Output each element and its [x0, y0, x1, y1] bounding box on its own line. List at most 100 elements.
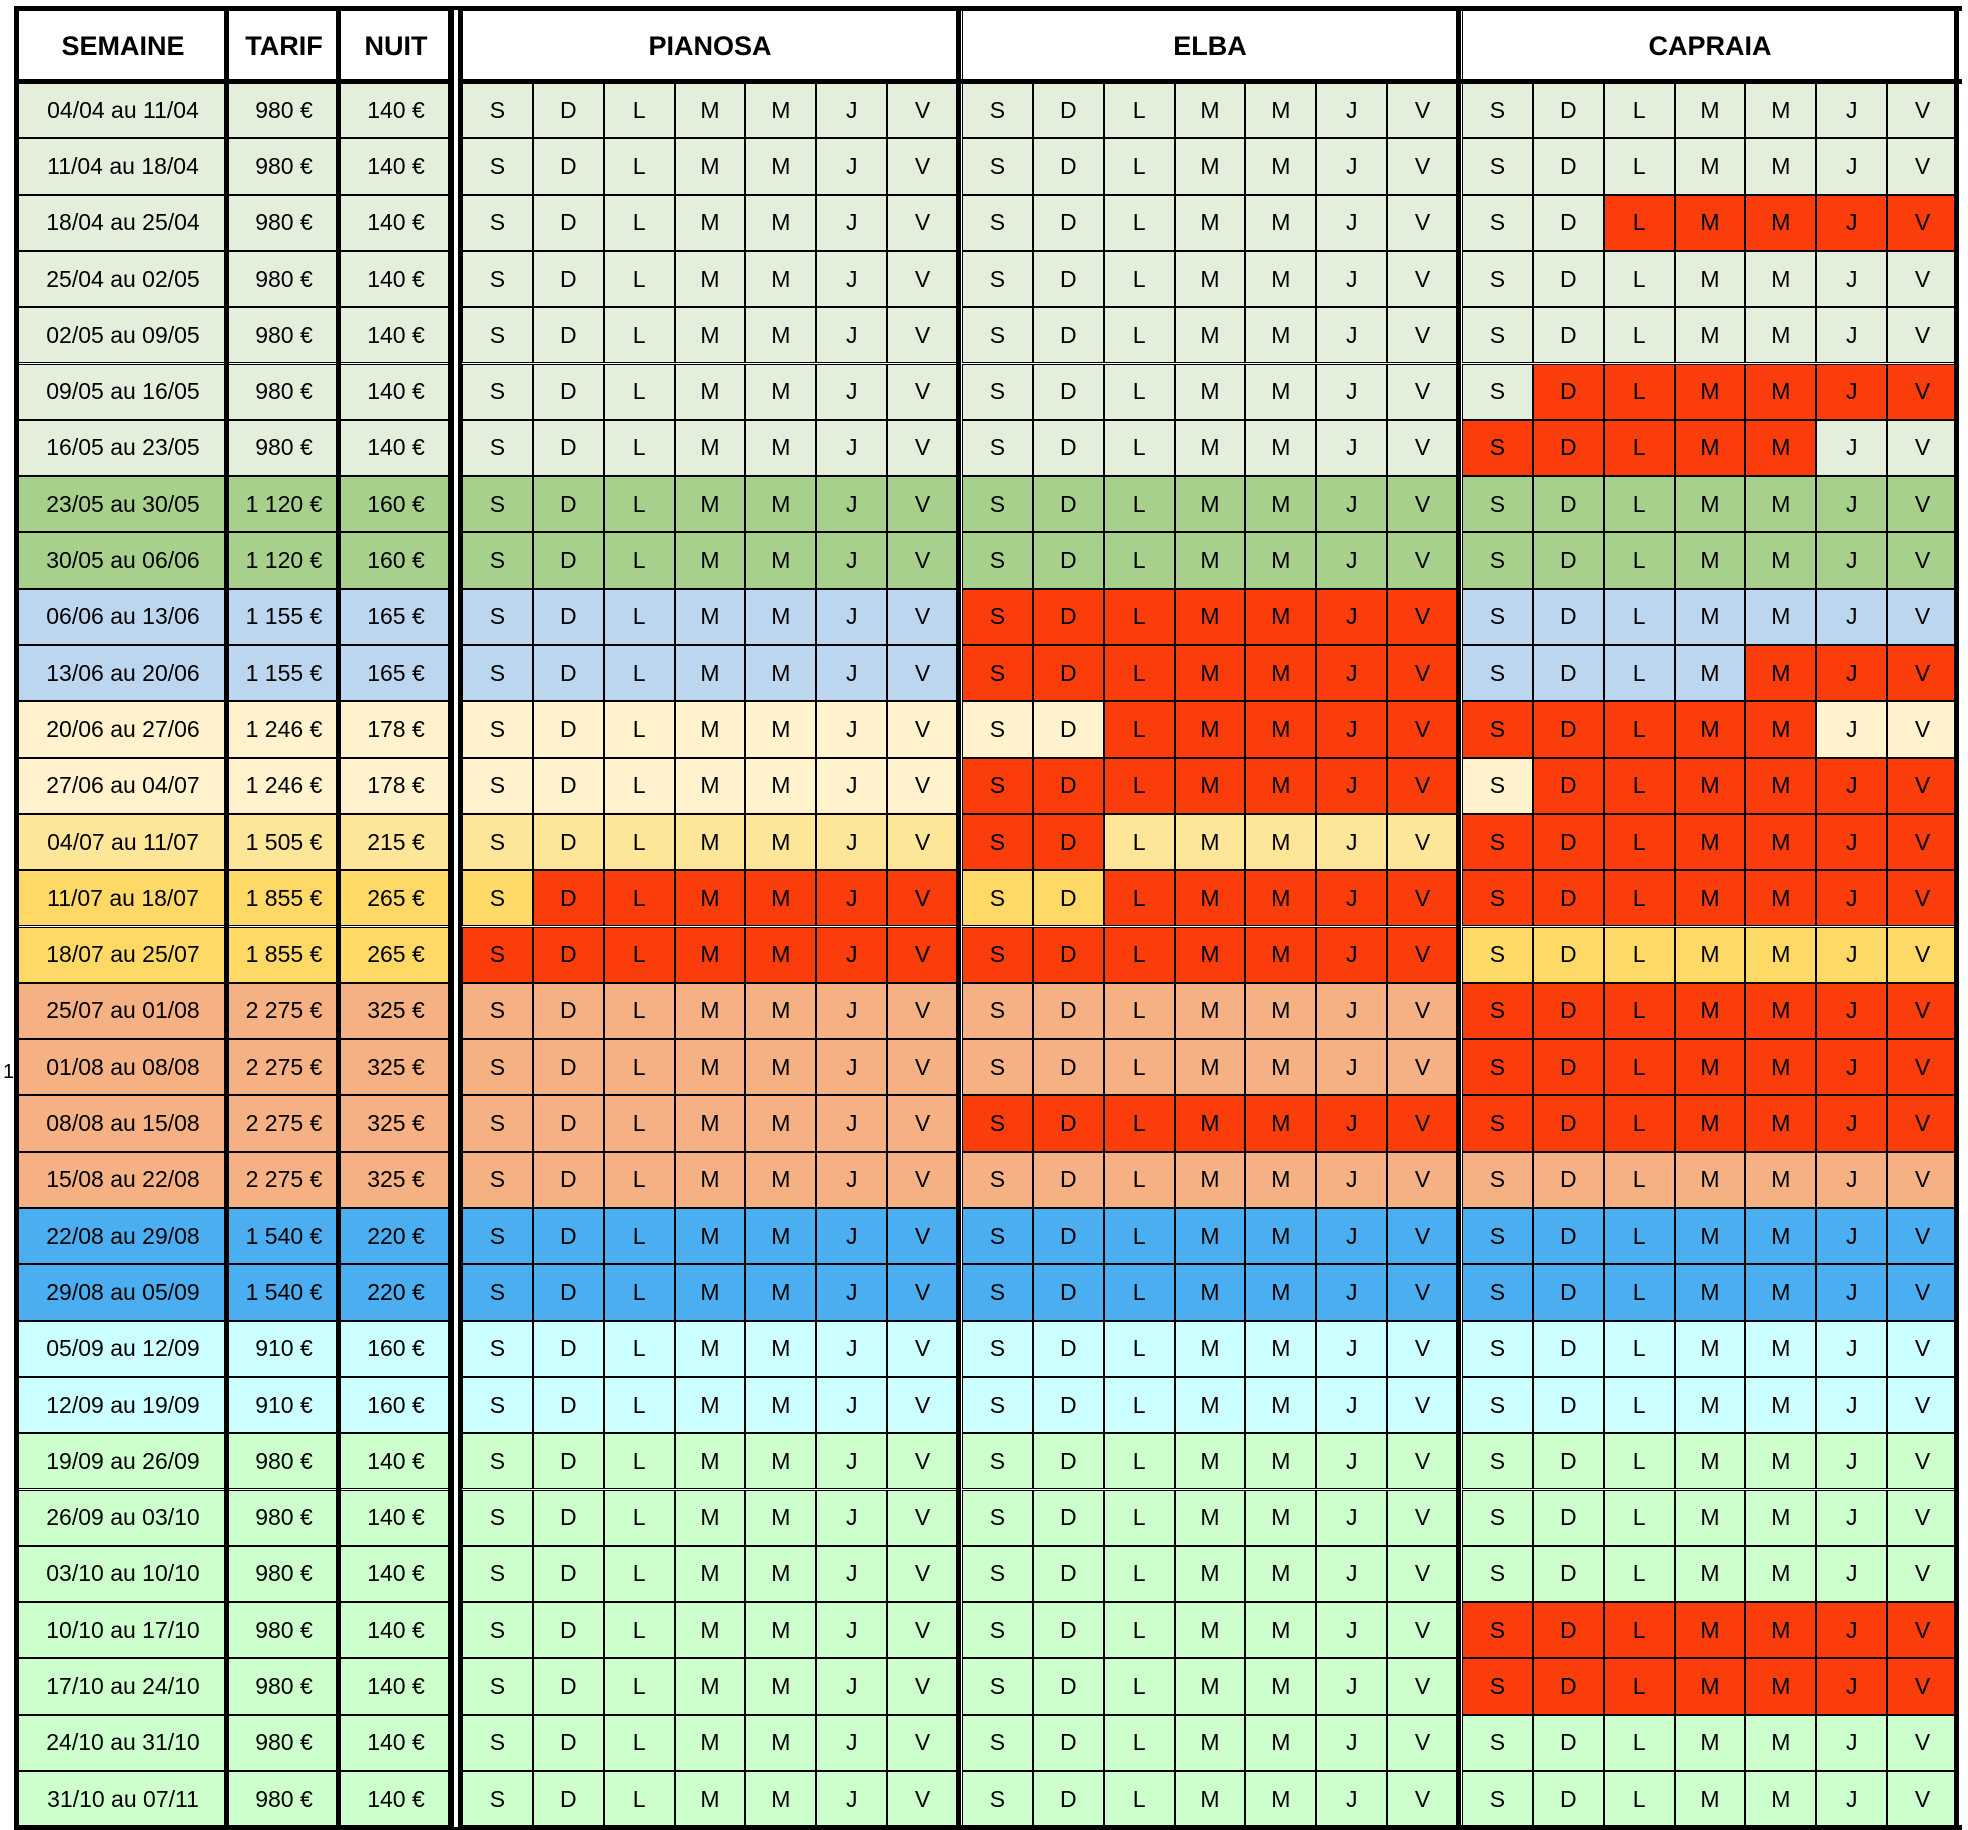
booked-day-cell[interactable]: J [1816, 1095, 1888, 1152]
booked-day-cell[interactable]: L [1603, 813, 1675, 871]
available-day-cell[interactable]: V [1887, 1433, 1958, 1490]
booked-day-cell[interactable]: L [1103, 701, 1175, 758]
available-day-cell[interactable]: S [462, 307, 533, 364]
booked-day-cell[interactable]: M [1674, 757, 1746, 814]
available-day-cell[interactable]: M [745, 1771, 817, 1828]
available-day-cell[interactable]: L [603, 1602, 675, 1659]
available-day-cell[interactable]: J [1316, 813, 1388, 871]
booked-day-cell[interactable]: M [1745, 701, 1817, 758]
available-day-cell[interactable]: D [1532, 1489, 1604, 1546]
booked-day-cell[interactable]: S [962, 645, 1033, 702]
booked-day-cell[interactable]: L [1103, 645, 1175, 702]
available-day-cell[interactable]: D [532, 1658, 604, 1715]
available-day-cell[interactable]: V [1887, 307, 1958, 364]
available-day-cell[interactable]: S [462, 1208, 533, 1265]
available-day-cell[interactable]: M [674, 813, 746, 871]
available-day-cell[interactable]: M [1174, 307, 1246, 364]
booked-day-cell[interactable]: M [1174, 757, 1246, 814]
booked-day-cell[interactable]: D [1532, 1039, 1604, 1096]
available-day-cell[interactable]: M [674, 701, 746, 758]
booked-day-cell[interactable]: J [1316, 870, 1388, 927]
booked-day-cell[interactable]: L [1603, 982, 1675, 1040]
booked-day-cell[interactable]: L [1103, 926, 1175, 983]
available-day-cell[interactable]: M [745, 1208, 817, 1265]
available-day-cell[interactable]: D [1032, 1714, 1104, 1771]
available-day-cell[interactable]: J [816, 1433, 888, 1490]
available-day-cell[interactable]: M [1245, 1433, 1317, 1490]
available-day-cell[interactable]: M [674, 1602, 746, 1659]
available-day-cell[interactable]: J [1316, 138, 1388, 195]
available-day-cell[interactable]: M [745, 1433, 817, 1490]
booked-day-cell[interactable]: M [1674, 1602, 1746, 1659]
available-day-cell[interactable]: S [962, 363, 1033, 420]
booked-day-cell[interactable]: M [745, 870, 817, 927]
available-day-cell[interactable]: L [1103, 1658, 1175, 1715]
available-day-cell[interactable]: S [962, 194, 1033, 251]
booked-day-cell[interactable]: M [1674, 1658, 1746, 1715]
available-day-cell[interactable]: V [887, 588, 958, 645]
available-day-cell[interactable]: L [1103, 532, 1175, 589]
booked-day-cell[interactable]: J [1816, 813, 1888, 871]
available-day-cell[interactable]: V [887, 1151, 958, 1208]
available-day-cell[interactable]: D [532, 1320, 604, 1377]
available-day-cell[interactable]: L [1603, 1376, 1675, 1434]
available-day-cell[interactable]: L [1603, 1264, 1675, 1321]
booked-day-cell[interactable]: M [1674, 419, 1746, 477]
booked-day-cell[interactable]: D [532, 870, 604, 927]
available-day-cell[interactable]: J [1316, 1264, 1388, 1321]
booked-day-cell[interactable]: S [1462, 1095, 1533, 1152]
available-day-cell[interactable]: J [816, 1602, 888, 1659]
available-day-cell[interactable]: S [462, 363, 533, 420]
available-day-cell[interactable]: D [532, 1771, 604, 1828]
available-day-cell[interactable]: L [1103, 307, 1175, 364]
available-day-cell[interactable]: V [887, 1320, 958, 1377]
available-day-cell[interactable]: M [1674, 476, 1746, 533]
available-day-cell[interactable]: M [674, 757, 746, 814]
available-day-cell[interactable]: V [1387, 1039, 1458, 1096]
booked-day-cell[interactable]: L [1603, 1039, 1675, 1096]
available-day-cell[interactable]: M [1245, 1545, 1317, 1603]
available-day-cell[interactable]: L [603, 1545, 675, 1603]
available-day-cell[interactable]: M [674, 1320, 746, 1377]
available-day-cell[interactable]: M [1674, 1376, 1746, 1434]
available-day-cell[interactable]: M [745, 1658, 817, 1715]
available-day-cell[interactable]: D [1032, 1264, 1104, 1321]
available-day-cell[interactable]: L [1103, 1602, 1175, 1659]
available-day-cell[interactable]: V [1887, 138, 1958, 195]
available-day-cell[interactable]: V [1887, 926, 1958, 983]
available-day-cell[interactable]: L [1603, 1208, 1675, 1265]
booked-day-cell[interactable]: M [1245, 926, 1317, 983]
available-day-cell[interactable]: J [1816, 1320, 1888, 1377]
available-day-cell[interactable]: S [1462, 757, 1533, 814]
available-day-cell[interactable]: V [887, 307, 958, 364]
available-day-cell[interactable]: V [887, 363, 958, 420]
available-day-cell[interactable]: L [603, 588, 675, 645]
available-day-cell[interactable]: S [962, 1320, 1033, 1377]
available-day-cell[interactable]: D [532, 419, 604, 477]
available-day-cell[interactable]: M [1745, 1320, 1817, 1377]
available-day-cell[interactable]: S [962, 701, 1033, 758]
available-day-cell[interactable]: V [887, 138, 958, 195]
available-day-cell[interactable]: L [1103, 1039, 1175, 1096]
available-day-cell[interactable]: L [1603, 307, 1675, 364]
available-day-cell[interactable]: M [1174, 1714, 1246, 1771]
available-day-cell[interactable]: S [462, 1545, 533, 1603]
booked-day-cell[interactable]: M [1174, 701, 1246, 758]
available-day-cell[interactable]: M [1245, 1039, 1317, 1096]
available-day-cell[interactable]: M [674, 1208, 746, 1265]
available-day-cell[interactable]: D [532, 1264, 604, 1321]
available-day-cell[interactable]: M [1245, 82, 1317, 139]
available-day-cell[interactable]: L [603, 645, 675, 702]
booked-day-cell[interactable]: M [1745, 1095, 1817, 1152]
available-day-cell[interactable]: M [1174, 1602, 1246, 1659]
available-day-cell[interactable]: D [1032, 1151, 1104, 1208]
available-day-cell[interactable]: M [1174, 1771, 1246, 1828]
available-day-cell[interactable]: D [532, 1433, 604, 1490]
available-day-cell[interactable]: V [887, 1433, 958, 1490]
available-day-cell[interactable]: J [1316, 194, 1388, 251]
booked-day-cell[interactable]: M [1174, 870, 1246, 927]
available-day-cell[interactable]: S [962, 1489, 1033, 1546]
available-day-cell[interactable]: L [1603, 1545, 1675, 1603]
booked-day-cell[interactable]: V [1387, 701, 1458, 758]
booked-day-cell[interactable]: S [1462, 813, 1533, 871]
